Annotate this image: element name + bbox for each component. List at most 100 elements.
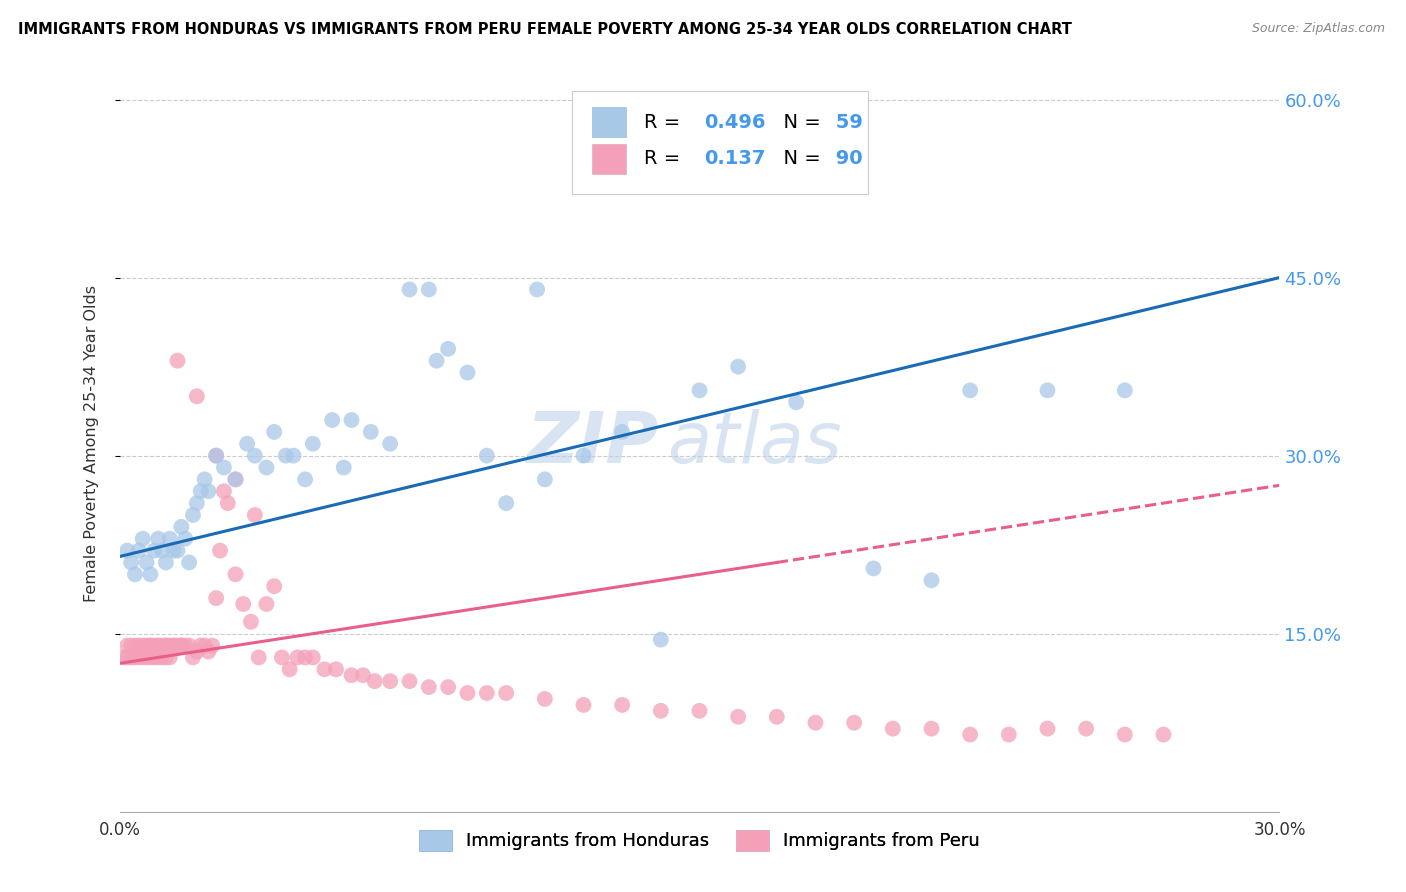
Point xyxy=(212,484,235,499)
Point xyxy=(186,644,208,658)
Point xyxy=(302,436,325,450)
Point xyxy=(159,532,181,546)
Point xyxy=(456,686,478,700)
Point xyxy=(174,639,197,653)
Text: ZIP: ZIP xyxy=(527,409,659,478)
Point xyxy=(526,283,548,297)
Point xyxy=(727,359,749,374)
Point xyxy=(201,639,224,653)
Point xyxy=(132,532,155,546)
Bar xyxy=(592,107,627,136)
Point xyxy=(302,650,325,665)
Point xyxy=(120,650,142,665)
Point xyxy=(364,674,387,689)
Point xyxy=(534,692,557,706)
Point xyxy=(155,556,177,570)
Point xyxy=(456,366,478,380)
Point xyxy=(190,639,212,653)
Point xyxy=(170,639,193,653)
Point xyxy=(243,449,266,463)
Point xyxy=(143,650,166,665)
Text: 0.137: 0.137 xyxy=(704,150,765,169)
Point xyxy=(170,639,193,653)
Point xyxy=(959,728,981,742)
Point xyxy=(124,567,146,582)
Point xyxy=(263,425,285,439)
Point xyxy=(179,639,201,653)
Point xyxy=(166,543,188,558)
Point xyxy=(120,639,142,653)
Point xyxy=(190,484,212,499)
Point xyxy=(117,639,138,653)
Point xyxy=(217,496,239,510)
Point xyxy=(340,668,363,682)
Point xyxy=(225,472,247,486)
Point xyxy=(205,591,228,605)
Point xyxy=(862,561,884,575)
Point xyxy=(155,650,177,665)
Point xyxy=(139,650,162,665)
Point xyxy=(128,543,150,558)
Point xyxy=(1114,728,1136,742)
Point xyxy=(804,122,827,136)
Point xyxy=(256,460,278,475)
Text: atlas: atlas xyxy=(666,409,842,478)
Point xyxy=(225,567,247,582)
Point xyxy=(117,543,138,558)
Point xyxy=(174,532,197,546)
Point xyxy=(882,722,904,736)
Point xyxy=(186,389,208,403)
Point xyxy=(181,650,204,665)
Point xyxy=(194,472,217,486)
Point xyxy=(398,674,420,689)
Point xyxy=(139,639,162,653)
Y-axis label: Female Poverty Among 25-34 Year Olds: Female Poverty Among 25-34 Year Olds xyxy=(84,285,98,602)
Point xyxy=(163,543,186,558)
Point xyxy=(1036,384,1059,398)
Point xyxy=(155,639,177,653)
Point xyxy=(1036,722,1059,736)
Point xyxy=(325,662,347,676)
Text: Source: ZipAtlas.com: Source: ZipAtlas.com xyxy=(1251,22,1385,36)
Point xyxy=(212,460,235,475)
Point xyxy=(294,472,316,486)
Point xyxy=(148,639,170,653)
Point xyxy=(205,449,228,463)
Point xyxy=(612,425,634,439)
Text: 59: 59 xyxy=(830,112,863,132)
Point xyxy=(998,728,1021,742)
Point xyxy=(278,662,301,676)
Point xyxy=(170,520,193,534)
Point xyxy=(163,639,186,653)
Text: R =: R = xyxy=(644,150,686,169)
Text: 90: 90 xyxy=(830,150,863,169)
Point xyxy=(418,680,440,694)
Point xyxy=(181,508,204,522)
Point xyxy=(785,395,807,409)
Point xyxy=(135,650,157,665)
Point xyxy=(132,639,155,653)
Point xyxy=(243,508,266,522)
Point xyxy=(426,353,449,368)
Point xyxy=(534,472,557,486)
Point xyxy=(572,698,595,712)
Point xyxy=(197,644,219,658)
Text: IMMIGRANTS FROM HONDURAS VS IMMIGRANTS FROM PERU FEMALE POVERTY AMONG 25-34 YEAR: IMMIGRANTS FROM HONDURAS VS IMMIGRANTS F… xyxy=(18,22,1073,37)
Point xyxy=(274,449,297,463)
Point xyxy=(150,543,173,558)
Point xyxy=(314,662,336,676)
Bar xyxy=(592,145,627,174)
Point xyxy=(128,650,150,665)
Point xyxy=(117,650,138,665)
Point xyxy=(232,597,254,611)
Point xyxy=(209,543,232,558)
Point xyxy=(921,722,943,736)
Point xyxy=(163,639,186,653)
Point xyxy=(124,639,146,653)
Point xyxy=(239,615,263,629)
Point xyxy=(135,556,157,570)
Point xyxy=(143,543,166,558)
Legend: Immigrants from Honduras, Immigrants from Peru: Immigrants from Honduras, Immigrants fro… xyxy=(412,822,987,858)
Point xyxy=(689,704,711,718)
Point xyxy=(380,674,402,689)
